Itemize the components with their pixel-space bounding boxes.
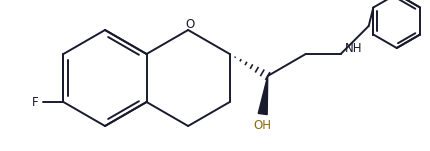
Polygon shape xyxy=(258,76,268,115)
Text: OH: OH xyxy=(254,119,272,132)
Text: F: F xyxy=(32,95,39,109)
Text: O: O xyxy=(185,19,195,32)
Text: NH: NH xyxy=(345,42,362,56)
